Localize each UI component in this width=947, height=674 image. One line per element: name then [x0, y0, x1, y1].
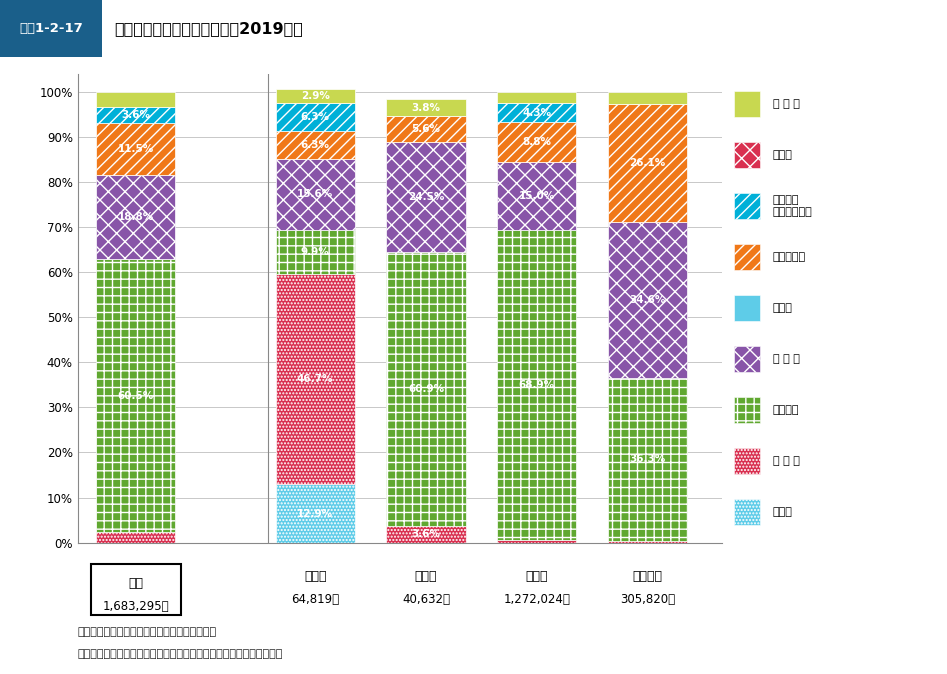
Text: 40,632人: 40,632人	[402, 593, 450, 607]
Text: 資料：厚生労働省医政局看護課において作成。: 資料：厚生労働省医政局看護課において作成。	[78, 627, 217, 637]
Text: 1,683,295人: 1,683,295人	[102, 600, 169, 613]
Bar	[734, 295, 760, 321]
Text: 合計: 合計	[128, 576, 143, 590]
Text: 資格別看護職員の就業場所（2019年）: 資格別看護職員の就業場所（2019年）	[115, 21, 303, 36]
Text: 60.5%: 60.5%	[117, 390, 153, 400]
Bar	[497, 230, 577, 540]
Bar	[734, 90, 760, 117]
Text: 1,272,024人: 1,272,024人	[504, 593, 570, 607]
Bar	[608, 377, 688, 541]
Text: （注）　看護職員とは、保健師、助産師、看護師、准看護師の総称。: （注） 看護職員とは、保健師、助産師、看護師、准看護師の総称。	[78, 649, 283, 659]
Text: 11.5%: 11.5%	[117, 144, 153, 154]
Text: 助産所: 助産所	[773, 303, 793, 313]
Bar	[497, 162, 577, 230]
Bar	[386, 526, 466, 543]
Text: 病　　院: 病 院	[773, 405, 799, 415]
Text: 15.0%: 15.0%	[519, 191, 555, 201]
Text: 保健所: 保健所	[773, 507, 793, 517]
Text: 305,820人: 305,820人	[620, 593, 675, 607]
Bar	[276, 274, 355, 485]
Text: 34.6%: 34.6%	[630, 295, 666, 305]
Text: 4.3%: 4.3%	[523, 108, 551, 118]
Text: 15.6%: 15.6%	[297, 189, 333, 200]
Bar	[734, 244, 760, 270]
Text: 保健師: 保健師	[304, 570, 327, 583]
Bar	[97, 123, 175, 175]
Text: 6.3%: 6.3%	[301, 112, 330, 122]
Text: 9.9%: 9.9%	[301, 247, 330, 257]
Text: 24.5%: 24.5%	[408, 192, 444, 202]
Bar	[276, 90, 355, 102]
Bar	[97, 532, 175, 543]
Text: 准看護師: 准看護師	[633, 570, 663, 583]
Text: 64,819人: 64,819人	[291, 593, 339, 607]
Bar	[608, 104, 688, 222]
Bar	[276, 102, 355, 131]
Text: 合計: 合計	[128, 576, 143, 590]
Bar	[0, 0, 102, 57]
Text: そ の 他: そ の 他	[773, 99, 799, 109]
Bar	[386, 117, 466, 142]
Text: 3.8%: 3.8%	[412, 103, 440, 113]
Text: 看護師: 看護師	[526, 570, 548, 583]
Bar	[386, 252, 466, 526]
Bar	[97, 106, 175, 123]
Bar	[734, 448, 760, 474]
Text: 60.9%: 60.9%	[408, 384, 444, 394]
Bar	[608, 541, 688, 543]
Bar	[608, 92, 688, 104]
Text: 12.9%: 12.9%	[297, 508, 333, 518]
Text: 18.8%: 18.8%	[117, 212, 153, 222]
Bar	[97, 92, 175, 106]
Bar	[276, 230, 355, 274]
Bar	[276, 485, 355, 543]
Text: 介護施設等: 介護施設等	[773, 252, 806, 262]
Bar	[276, 159, 355, 230]
Text: 学校等: 学校等	[773, 150, 793, 160]
Bar	[497, 92, 577, 103]
Bar	[734, 346, 760, 372]
Text: 2.9%: 2.9%	[301, 91, 330, 101]
Bar	[386, 99, 466, 117]
Text: 8.8%: 8.8%	[523, 137, 551, 147]
Bar	[97, 175, 175, 259]
Text: 訪問看護
ステーション: 訪問看護 ステーション	[773, 195, 813, 217]
Text: 3.6%: 3.6%	[121, 110, 151, 120]
Bar	[386, 142, 466, 252]
Text: 1,683,295人: 1,683,295人	[102, 600, 169, 613]
Text: 3.6%: 3.6%	[412, 530, 440, 539]
Text: 6.3%: 6.3%	[301, 140, 330, 150]
Bar	[97, 259, 175, 532]
Text: 46.7%: 46.7%	[297, 374, 333, 384]
Bar	[497, 540, 577, 543]
Text: 5.6%: 5.6%	[412, 124, 440, 134]
Bar	[734, 397, 760, 423]
Bar	[734, 193, 760, 219]
Bar	[497, 103, 577, 123]
Bar	[497, 123, 577, 162]
Bar	[734, 499, 760, 525]
Text: 図表1-2-17: 図表1-2-17	[19, 22, 83, 35]
Text: 68.9%: 68.9%	[519, 379, 555, 390]
Bar	[608, 222, 688, 377]
Text: 36.3%: 36.3%	[630, 454, 666, 464]
Bar	[276, 131, 355, 159]
Text: 市 町 村: 市 町 村	[773, 456, 799, 466]
Bar	[734, 142, 760, 168]
Text: 助産師: 助産師	[415, 570, 438, 583]
Text: 診 療 所: 診 療 所	[773, 354, 799, 364]
Text: 26.1%: 26.1%	[630, 158, 666, 168]
